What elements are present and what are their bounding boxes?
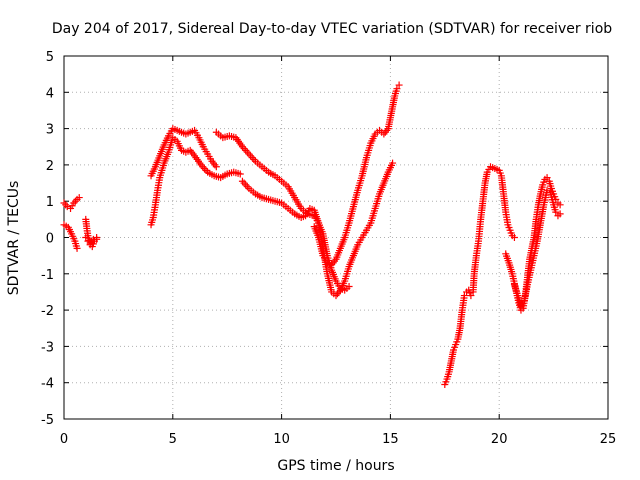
data-point — [238, 177, 246, 185]
data-point — [543, 174, 551, 182]
data-point — [60, 199, 68, 207]
data-point — [236, 170, 244, 178]
series-track-5 — [147, 125, 220, 180]
y-axis-ticks: 5 4 3 2 1 0 -1 -2 -3 -4 -5 — [41, 50, 608, 428]
x-tick-label: 20 — [491, 432, 508, 447]
data-point — [510, 234, 518, 241]
data-point — [243, 148, 251, 156]
data-point — [63, 203, 71, 211]
y-tick-label: 5 — [46, 50, 54, 65]
y-tick-label: -5 — [41, 413, 54, 428]
data-point — [93, 235, 101, 243]
data-point — [395, 81, 403, 89]
data-point — [245, 150, 253, 158]
data-point — [556, 201, 564, 209]
x-tick-label: 10 — [273, 432, 290, 447]
data-point — [460, 292, 468, 300]
data-point — [467, 292, 475, 300]
data-marks — [60, 81, 564, 389]
data-point — [243, 183, 251, 191]
data-point — [73, 244, 81, 252]
data-point — [71, 197, 79, 205]
x-tick-label: 15 — [382, 432, 399, 447]
y-tick-label: -3 — [41, 340, 54, 355]
data-point — [248, 154, 256, 162]
data-point — [242, 181, 250, 189]
data-point — [250, 155, 258, 163]
data-point — [556, 210, 564, 218]
x-axis-label: GPS time / hours — [277, 458, 394, 474]
series-track-9 — [310, 81, 403, 269]
data-point — [552, 208, 560, 216]
x-tick-label: 25 — [600, 432, 617, 447]
series-track-10 — [441, 163, 518, 389]
x-tick-label: 0 — [60, 432, 68, 447]
data-point — [82, 234, 90, 241]
data-point — [345, 283, 353, 291]
data-point — [212, 163, 220, 171]
y-tick-label: -1 — [41, 268, 54, 283]
series-track-4 — [82, 234, 101, 249]
data-point — [200, 165, 208, 173]
y-tick-label: -4 — [41, 377, 54, 392]
y-tick-label: 0 — [46, 232, 54, 247]
data-point — [84, 237, 92, 245]
y-axis-label: SDTVAR / TECUs — [6, 181, 22, 296]
series-track-1 — [60, 221, 81, 252]
data-point — [389, 159, 397, 167]
data-point — [393, 85, 401, 93]
data-point — [240, 179, 248, 187]
data-point — [247, 152, 255, 160]
series-track-12 — [510, 186, 564, 310]
y-tick-label: -2 — [41, 304, 54, 319]
x-tick-label: 5 — [169, 432, 177, 447]
y-tick-label: 1 — [46, 195, 54, 210]
series-track-2 — [60, 194, 83, 212]
series-track-6 — [212, 128, 353, 294]
y-tick-label: 3 — [46, 123, 54, 138]
y-tick-label: 4 — [46, 86, 54, 101]
chart-title: Day 204 of 2017, Sidereal Day-to-day VTE… — [52, 21, 612, 37]
series-track-7 — [147, 134, 244, 229]
data-point — [75, 194, 83, 202]
x-axis-ticks: 0 5 10 15 20 25 — [60, 56, 616, 447]
y-tick-label: 2 — [46, 159, 54, 174]
data-point — [242, 146, 250, 154]
data-point — [62, 201, 70, 209]
grid-lines — [64, 56, 608, 419]
